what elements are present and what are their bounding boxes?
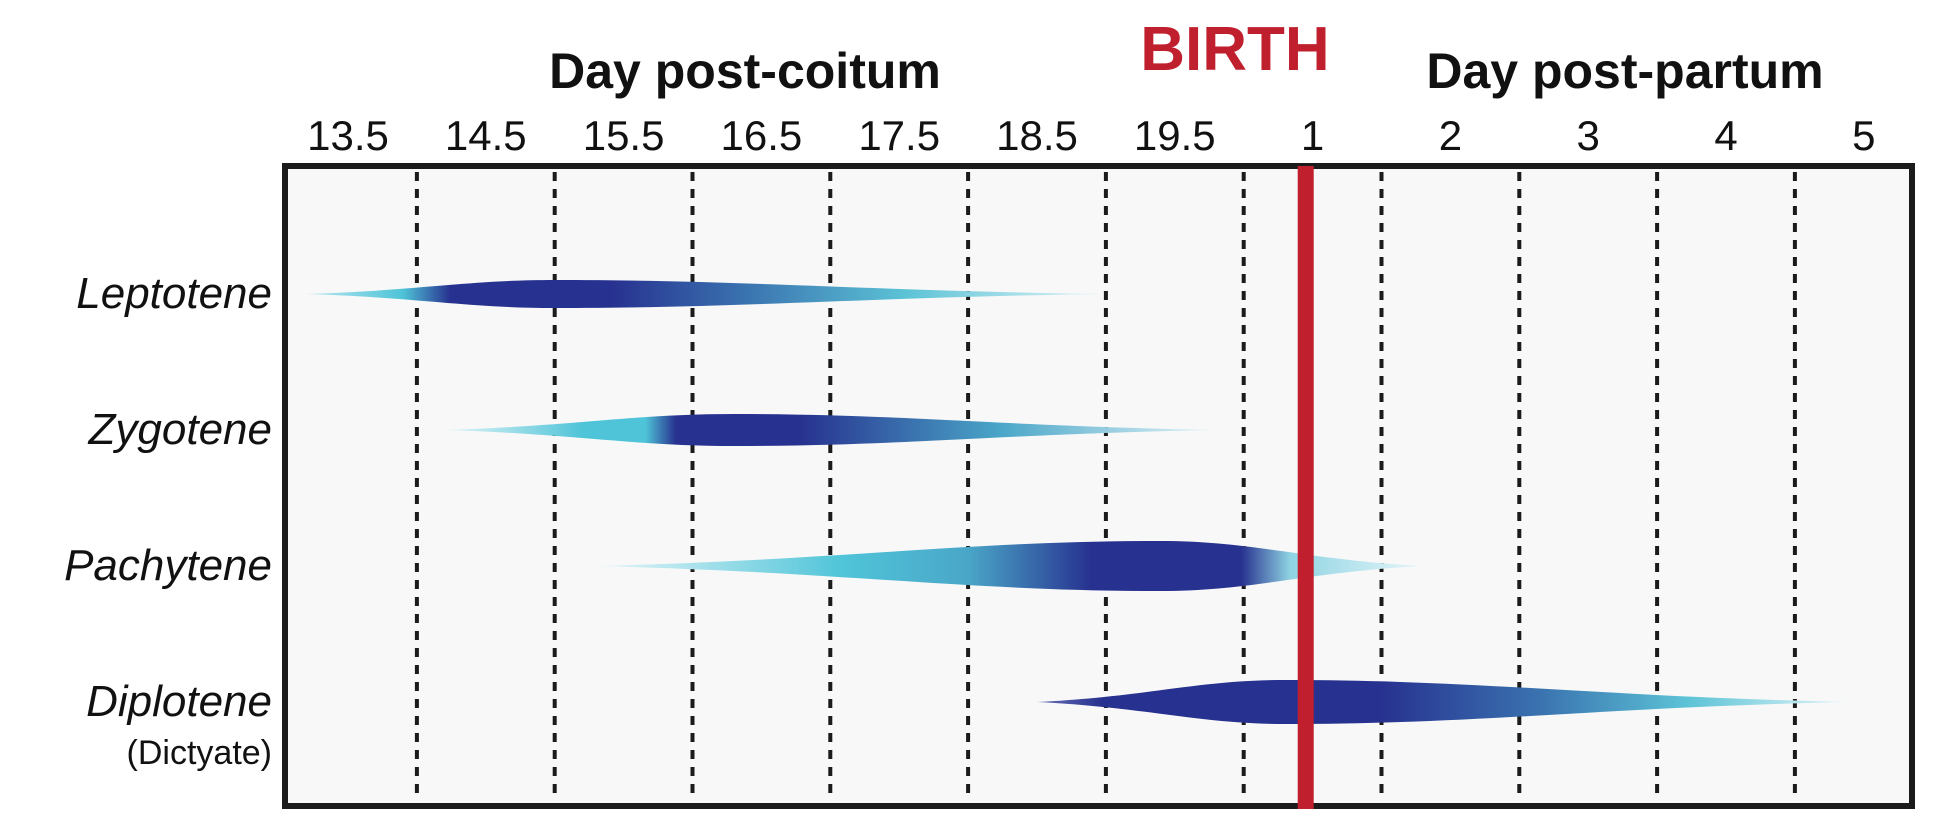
plot-area	[282, 163, 1915, 809]
stage-label-diplotene: Diplotene	[86, 677, 272, 726]
tick-label: 19.5	[1134, 112, 1216, 159]
tick-label: 3	[1577, 112, 1600, 159]
stage-bar-pachytene	[596, 541, 1423, 591]
tick-label: 13.5	[307, 112, 389, 159]
stage-bar-leptotene	[306, 280, 1106, 308]
tick-label: 18.5	[996, 112, 1078, 159]
stage-bars	[306, 280, 1851, 724]
tick-label: 1	[1301, 112, 1324, 159]
birth-line	[1297, 166, 1314, 809]
tick-label: 4	[1714, 112, 1737, 159]
tick-labels: 13.5 14.5 15.5 16.5 17.5 18.5 19.5 1 2 3 4 5	[307, 112, 1875, 159]
stage-bar-diplotene	[1037, 680, 1851, 724]
tick-label: 5	[1852, 112, 1875, 159]
header-right-label: Day post-partum	[1426, 43, 1823, 99]
tick-label: 2	[1439, 112, 1462, 159]
tick-label: 14.5	[445, 112, 527, 159]
stage-label-pachytene: Pachytene	[64, 541, 272, 590]
stage-labels: Leptotene Zygotene Pachytene Diplotene (Dict…	[64, 269, 272, 772]
birth-label: BIRTH	[1140, 15, 1329, 84]
stage-label-leptotene: Leptotene	[76, 269, 272, 318]
tick-label: 15.5	[583, 112, 665, 159]
tick-label: 16.5	[721, 112, 803, 159]
stage-sublabel-diplotene: (Dictyate)	[127, 734, 272, 772]
header-left-label: Day post-coitum	[549, 43, 941, 99]
stage-label-zygotene: Zygotene	[88, 405, 272, 454]
gridlines	[414, 172, 1797, 800]
stage-bar-zygotene	[444, 414, 1217, 446]
tick-label: 17.5	[858, 112, 940, 159]
